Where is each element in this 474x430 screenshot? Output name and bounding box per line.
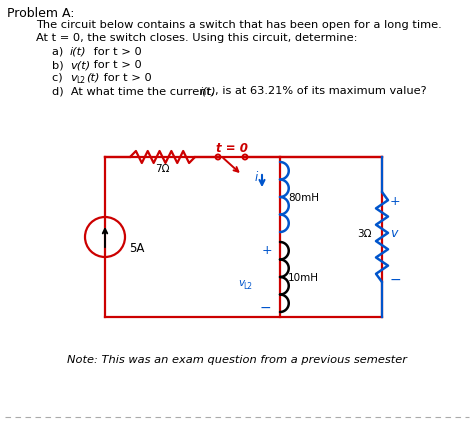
Text: Note: This was an exam question from a previous semester: Note: This was an exam question from a p… xyxy=(67,354,407,364)
Text: d)  At what time the current,: d) At what time the current, xyxy=(52,86,218,96)
Text: L2: L2 xyxy=(243,282,252,291)
Text: v: v xyxy=(390,227,397,240)
Text: The circuit below contains a switch that has been open for a long time.: The circuit below contains a switch that… xyxy=(36,20,442,30)
Text: i(t): i(t) xyxy=(70,47,87,57)
Text: b): b) xyxy=(52,60,71,70)
Text: 5A: 5A xyxy=(129,241,145,255)
Text: a): a) xyxy=(52,47,71,57)
Text: for t > 0: for t > 0 xyxy=(90,60,142,70)
Text: L2: L2 xyxy=(76,76,85,85)
Text: v: v xyxy=(238,277,244,287)
Text: , is at 63.21% of its maximum value?: , is at 63.21% of its maximum value? xyxy=(215,86,427,96)
Text: for t > 0: for t > 0 xyxy=(90,47,142,57)
Text: 7Ω: 7Ω xyxy=(155,164,170,174)
Text: 3Ω: 3Ω xyxy=(357,228,372,239)
Text: for t > 0: for t > 0 xyxy=(100,73,152,83)
Text: 10mH: 10mH xyxy=(288,272,319,283)
Text: i: i xyxy=(255,171,258,184)
Text: v(t): v(t) xyxy=(70,60,90,70)
Text: At t = 0, the switch closes. Using this circuit, determine:: At t = 0, the switch closes. Using this … xyxy=(36,33,357,43)
Text: +: + xyxy=(390,194,401,208)
Text: c): c) xyxy=(52,73,70,83)
Text: +: + xyxy=(262,243,273,256)
Text: −: − xyxy=(390,272,401,286)
Text: Problem A:: Problem A: xyxy=(7,7,74,20)
Text: 80mH: 80mH xyxy=(288,193,319,203)
Text: v: v xyxy=(70,73,77,83)
Text: −: − xyxy=(260,300,272,314)
Text: t = 0: t = 0 xyxy=(216,141,247,155)
Text: (t): (t) xyxy=(86,73,100,83)
Text: i(t): i(t) xyxy=(200,86,217,96)
